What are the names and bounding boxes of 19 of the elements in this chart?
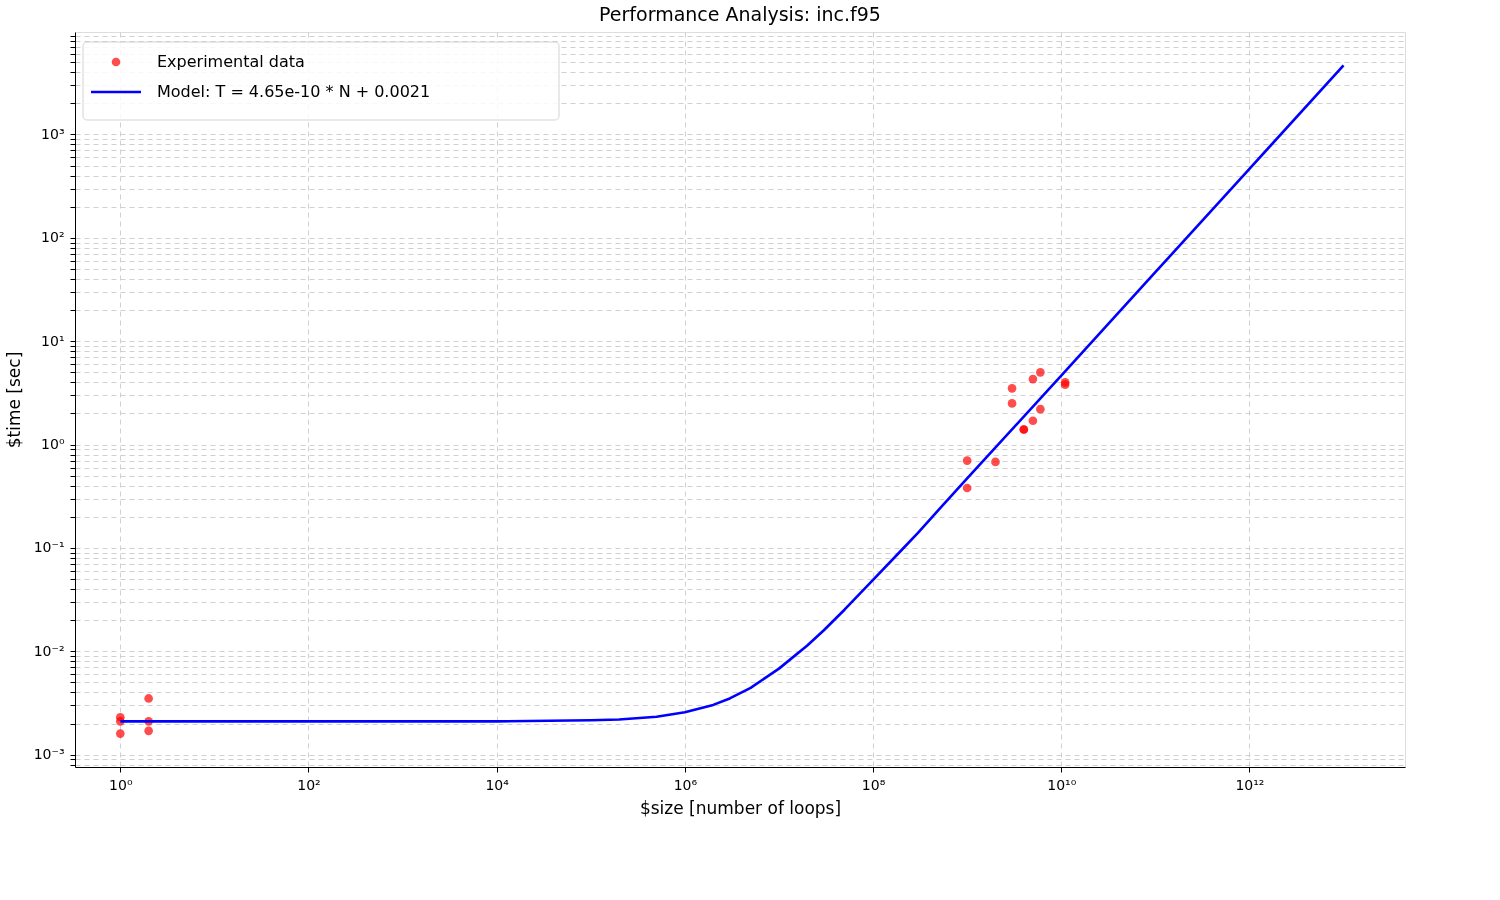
y-tick-label: 10⁻² — [33, 642, 65, 659]
x-tick-label: 10⁸ — [861, 776, 886, 793]
x-tick-label: 10² — [297, 776, 321, 793]
x-tick-label: 10⁶ — [673, 776, 698, 793]
legend-label: Model: T = 4.65e-10 * N + 0.0021 — [157, 82, 431, 101]
x-axis-title: $size [number of loops] — [639, 797, 842, 818]
y-tick-label: 10⁰ — [41, 436, 65, 453]
y-tick-label: 10⁻¹ — [33, 539, 65, 556]
x-tick-label: 10⁰ — [109, 776, 133, 793]
chart-title: Performance Analysis: inc.f95 — [599, 2, 881, 25]
y-tick-label: 10³ — [41, 125, 65, 142]
x-tick-label: 10¹² — [1235, 776, 1265, 793]
legend-label: Experimental data — [157, 52, 305, 71]
y-tick-label: 10⁻³ — [33, 746, 65, 763]
x-tick-label: 10⁴ — [485, 776, 510, 793]
y-tick-label: 10¹ — [41, 332, 65, 349]
y-axis-title: $time [sec] — [3, 351, 24, 449]
y-tick-label: 10² — [41, 229, 65, 246]
x-tick-label: 10¹⁰ — [1047, 776, 1077, 793]
